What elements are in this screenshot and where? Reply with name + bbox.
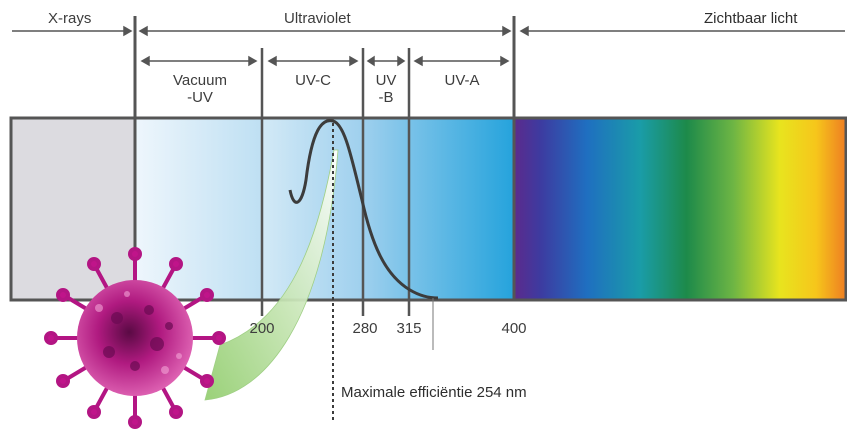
virus-particle-icon	[44, 247, 226, 429]
spectrum-frame	[9, 116, 847, 302]
tick-315: 315	[396, 320, 422, 337]
label-vacuum-uv-line2: -UV	[187, 89, 213, 106]
peak-efficiency-annotation: Maximale efficiëntie 254 nm	[341, 384, 527, 401]
label-uvb: UV -B	[364, 72, 408, 106]
tick-200: 200	[249, 320, 275, 337]
label-visible-light: Zichtbaar licht	[704, 10, 798, 27]
visible-band	[514, 118, 846, 300]
tick-400: 400	[501, 320, 527, 337]
label-uvc: UV-C	[295, 72, 331, 89]
label-xrays: X-rays	[48, 10, 92, 27]
label-uvb-line1: UV	[375, 72, 397, 89]
label-uva: UV-A	[444, 72, 480, 89]
xray-band	[11, 118, 135, 300]
label-vacuum-uv: Vacuum -UV	[152, 72, 248, 106]
efficiency-curve	[288, 119, 439, 300]
label-vacuum-uv-line1: Vacuum	[173, 72, 227, 89]
efficiency-cone	[204, 149, 339, 401]
label-ultraviolet: Ultraviolet	[284, 10, 351, 27]
tick-280: 280	[352, 320, 378, 337]
label-uvb-line2: -B	[378, 89, 394, 106]
